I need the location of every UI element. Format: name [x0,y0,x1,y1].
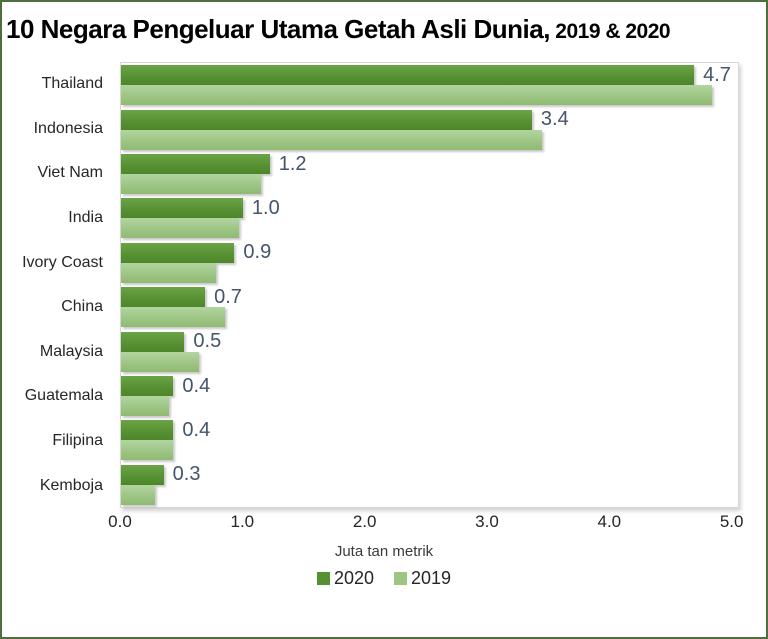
category-label-india: India [68,209,103,227]
chart-title-main: 10 Negara Pengeluar Utama Getah Asli Dun… [6,14,550,44]
bar-2020-china [121,287,206,308]
category-axis: Thailand Indonesia Viet Nam India Ivory Coas… [2,62,112,508]
value-label-guatemala: 0.4 [182,374,211,397]
x-tick-5.0: 5.0 [719,512,744,531]
bar-group-thailand: 4.7 [121,63,738,107]
value-label-india: 1.0 [251,196,280,219]
x-axis-title: Juta tan metrik [334,543,434,560]
bar-line-2020-malaysia: 0.5 [121,330,738,353]
bar-2019-india [121,218,240,239]
bar-line-2019-filipina [121,440,738,461]
category-label-thailand: Thailand [41,75,103,93]
bar-line-2019-guatemala [121,396,738,417]
legend-item-2019: 2019 [394,568,451,589]
bar-2020-ivory-coast [121,242,235,263]
category-label-filipina: Filipina [52,432,103,450]
bar-2019-malaysia [121,351,200,372]
bar-line-2019-india [121,218,738,239]
bar-line-2019-viet-nam [121,174,738,195]
chart-title: 10 Negara Pengeluar Utama Getah Asli Dun… [6,14,764,45]
bar-2020-filipina [121,420,174,441]
category-label-indonesia: Indonesia [33,119,103,137]
bar-2019-kemboja [121,484,156,505]
bar-line-2019-thailand [121,85,738,106]
legend-label-2020: 2020 [333,568,374,588]
bar-line-2020-viet-nam: 1.2 [121,152,738,175]
bar-line-2020-ivory-coast: 0.9 [121,241,738,264]
bar-2020-viet-nam [121,154,270,175]
bar-group-malaysia: 0.5 [121,329,738,373]
category-label-malaysia: Malaysia [39,342,103,360]
category-label-kemboja: Kemboja [39,476,103,494]
value-label-malaysia: 0.5 [193,330,222,353]
bar-line-2019-kemboja [121,484,738,505]
bar-2019-china [121,307,225,328]
value-label-viet-nam: 1.2 [278,152,307,175]
x-tick-1.0: 1.0 [230,512,255,531]
bar-line-2020-guatemala: 0.4 [121,374,738,397]
bar-2020-indonesia [121,109,532,130]
value-label-kemboja: 0.3 [172,463,201,486]
legend-item-2020: 2020 [316,568,374,589]
category-label-guatemala: Guatemala [24,387,103,405]
bar-line-2020-china: 0.7 [121,285,738,308]
bar-2020-thailand [121,65,695,86]
bar-line-2019-malaysia [121,351,738,372]
value-label-ivory-coast: 0.9 [243,241,272,264]
x-axis: 0.0 1.0 2.0 3.0 4.0 5.0 [108,512,743,536]
bar-line-2019-indonesia [121,129,738,150]
bar-line-2020-filipina: 0.4 [121,418,738,441]
bar-group-china: 0.7 [121,285,738,329]
bar-2020-guatemala [121,376,174,397]
value-label-thailand: 4.7 [703,63,731,86]
x-tick-4.0: 4.0 [597,512,622,531]
bar-line-2019-ivory-coast [121,262,738,283]
bar-2020-kemboja [121,464,164,485]
value-label-china: 0.7 [214,285,242,308]
bar-group-viet-nam: 1.2 [121,152,738,196]
category-label-china: China [61,298,103,316]
bar-line-2020-kemboja: 0.3 [121,463,738,486]
legend: 2020 2019 [2,568,766,589]
x-tick-0.0: 0.0 [108,512,132,531]
value-label-indonesia: 3.4 [540,108,569,131]
category-label-viet-nam: Viet Nam [37,164,103,182]
legend-swatch-2019 [394,572,407,585]
bar-group-ivory-coast: 0.9 [121,241,738,285]
bar-group-india: 1.0 [121,196,738,240]
bar-line-2019-china [121,307,738,328]
bar-2019-thailand [121,85,713,106]
x-tick-2.0: 2.0 [352,512,377,531]
category-label-ivory-coast: Ivory Coast [22,253,103,271]
bar-2019-viet-nam [121,174,262,195]
bar-line-2020-india: 1.0 [121,196,738,219]
value-label-filipina: 0.4 [182,418,211,441]
bar-2020-malaysia [121,331,185,352]
plot-area: 4.7 3.4 1.2 1.0 0.9 0.7 0.5 0.4 0.4 0.3 [120,62,739,508]
bar-group-indonesia: 3.4 [121,107,738,151]
chart-title-years: 2019 & 2020 [549,20,671,43]
bar-2020-india [121,198,243,219]
bar-2019-filipina [121,440,174,461]
bar-2019-ivory-coast [121,262,217,283]
bar-2019-indonesia [121,129,542,150]
bar-2019-guatemala [121,396,169,417]
bar-line-2020-indonesia: 3.4 [121,108,738,131]
bar-group-filipina: 0.4 [121,418,738,462]
legend-label-2019: 2019 [411,568,452,588]
x-tick-3.0: 3.0 [475,512,499,531]
bar-group-kemboja: 0.3 [121,463,738,507]
legend-swatch-2020 [316,572,330,585]
bar-line-2020-thailand: 4.7 [121,63,738,86]
bar-group-guatemala: 0.4 [121,374,738,418]
